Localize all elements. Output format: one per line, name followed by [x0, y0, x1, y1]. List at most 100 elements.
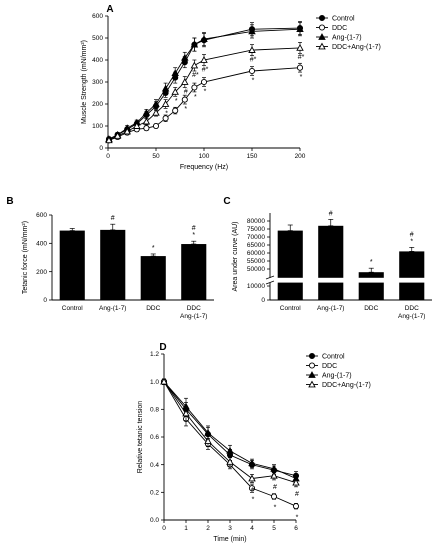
legend-marker [318, 24, 326, 31]
x-axis-label: Time (min) [213, 536, 246, 543]
legend-entry: DDC [316, 24, 347, 32]
legend-label: Control [332, 16, 355, 23]
data-point [248, 67, 256, 75]
data-point [248, 27, 256, 35]
data-point [172, 107, 179, 114]
data-point [191, 84, 198, 91]
y-tick-label: 80000 [247, 218, 265, 225]
x-tick-label: 1 [184, 525, 188, 532]
y-tick-label: 0.6 [150, 434, 159, 441]
data-point [190, 40, 199, 48]
panel-b: B 0 200 400 600 Tetanic force (mN/mm²) Control… [6, 196, 214, 320]
data-point [200, 56, 208, 63]
x-category-label: DDC [405, 305, 419, 312]
legend-label: DDC+Ang-(1-7) [332, 44, 381, 51]
x-category-label: Ang-(1-7) [398, 313, 425, 320]
axis-break-mark [265, 275, 275, 280]
data-point [270, 493, 278, 500]
data-point [296, 64, 304, 71]
y-tick-label: 70000 [247, 234, 265, 241]
significance-marker: * [165, 110, 168, 117]
data-point [171, 69, 179, 77]
y-tick-label: 400 [92, 57, 103, 64]
significance-marker: * [152, 245, 155, 252]
data-point [226, 446, 234, 454]
significance-marker: # [273, 484, 277, 491]
legend-entry: Control [306, 352, 345, 361]
data-point [181, 78, 189, 85]
data-point [200, 78, 208, 86]
series-ddc-ang-1-7- [160, 377, 300, 488]
series-ddc [105, 62, 304, 144]
data-point [296, 25, 304, 33]
legend-marker [308, 352, 316, 360]
y-axis-label: Muscle Strength (mN/mm²) [81, 40, 88, 124]
y-axis-label: Relative tetanic tension [137, 401, 144, 473]
data-point [181, 53, 189, 61]
data-point [133, 122, 141, 129]
significance-marker: * [274, 505, 277, 512]
x-tick-label: 5 [272, 525, 276, 532]
legend-entry: DDC+Ang-(1-7) [316, 42, 381, 51]
data-point [143, 125, 150, 132]
legend-label: DDC+Ang-(1-7) [322, 382, 371, 389]
significance-marker: * [184, 106, 187, 113]
data-point [152, 122, 160, 130]
legend-label: DDC [332, 25, 347, 32]
significance-marker: * [410, 238, 413, 245]
data-point [162, 115, 169, 122]
significance-marker: * [175, 98, 178, 105]
x-tick-label: 0 [162, 525, 166, 532]
legend-entry: Ang-(1-7) [306, 371, 352, 380]
x-category-label: DDC [146, 305, 160, 312]
significance-marker: #* [192, 72, 199, 79]
bar [181, 244, 207, 300]
significance-marker: # [192, 225, 196, 232]
y-tick-label: 100 [92, 123, 103, 130]
bar [358, 272, 384, 300]
data-point [190, 61, 199, 69]
y-tick-label: 75000 [247, 226, 265, 233]
bar [277, 230, 303, 300]
x-tick-label: 2 [206, 525, 210, 532]
y-tick-label: 400 [36, 241, 47, 248]
y-tick-label: 50000 [247, 266, 265, 273]
x-category-label: Ang-(1-7) [99, 305, 126, 312]
y-tick-label: 0.4 [150, 462, 159, 469]
legend-entry: DDC+Ang-(1-7) [306, 380, 371, 389]
panel-a: A 0 100 200 300 400 500 600 0 50 100 150 200 Frequenc… [81, 4, 381, 171]
data-point [142, 108, 151, 116]
y-tick-label: 0 [261, 297, 265, 304]
y-tick-label: 65000 [247, 242, 265, 249]
x-category-label: DDC [364, 305, 378, 312]
data-point [161, 84, 170, 92]
data-point [204, 428, 212, 436]
legend-entry: Ang-(1-7) [316, 33, 362, 42]
data-point [292, 478, 300, 486]
y-tick-label: 200 [36, 269, 47, 276]
legend-label: Control [322, 354, 345, 361]
y-tick-label: 0.0 [150, 517, 159, 524]
data-point [113, 131, 122, 139]
series-ddc-ang-1-7- [105, 42, 304, 144]
y-tick-label: 0 [43, 297, 47, 304]
significance-marker: # [111, 215, 115, 222]
bar [318, 225, 344, 300]
data-point [152, 100, 160, 107]
significance-marker: * [296, 514, 299, 521]
panel-letter: B [6, 196, 13, 207]
panel-letter: C [223, 196, 230, 207]
data-point [182, 409, 190, 417]
x-category-label: Ang-(1-7) [317, 305, 344, 312]
x-tick-label: 150 [247, 153, 258, 160]
significance-marker: # [329, 210, 333, 217]
data-point [171, 87, 179, 95]
y-tick-label: 600 [36, 212, 47, 219]
y-tick-label: 10000 [247, 283, 265, 290]
significance-marker: # [295, 491, 299, 498]
x-tick-label: 6 [294, 525, 298, 532]
significance-marker: #* [202, 66, 209, 73]
panel-letter: A [106, 4, 113, 15]
panel-d: D 0.0 0.2 0.4 0.6 0.8 1.0 1.2 0 1 2 3 4 5 6 Time (min) R… [137, 342, 371, 543]
